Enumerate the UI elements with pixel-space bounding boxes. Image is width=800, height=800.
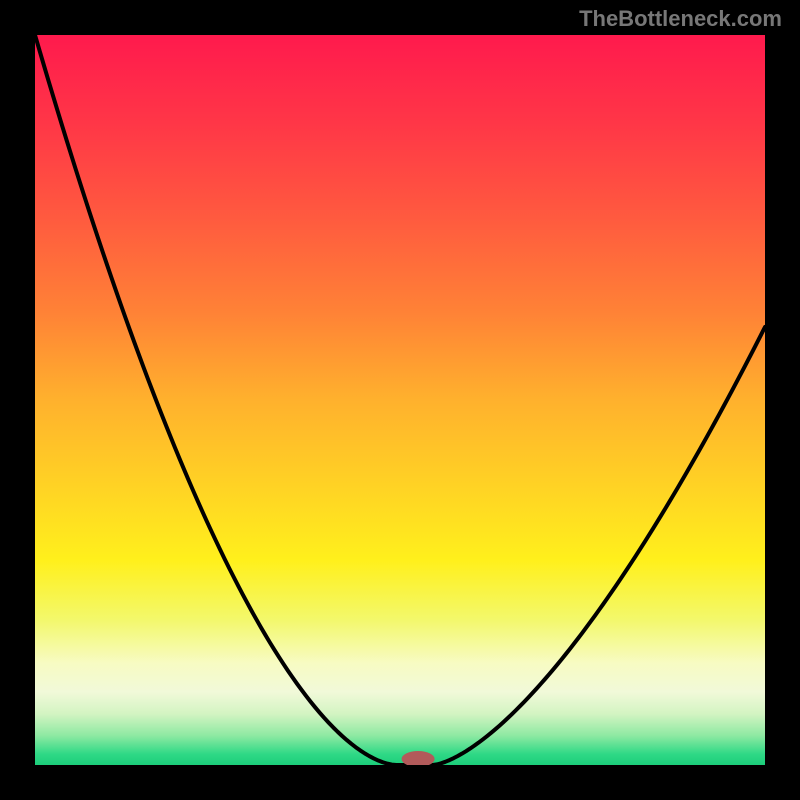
bottleneck-curve (35, 35, 765, 765)
minimum-marker (402, 751, 435, 765)
plot-area (35, 35, 765, 765)
watermark-text: TheBottleneck.com (579, 6, 782, 32)
